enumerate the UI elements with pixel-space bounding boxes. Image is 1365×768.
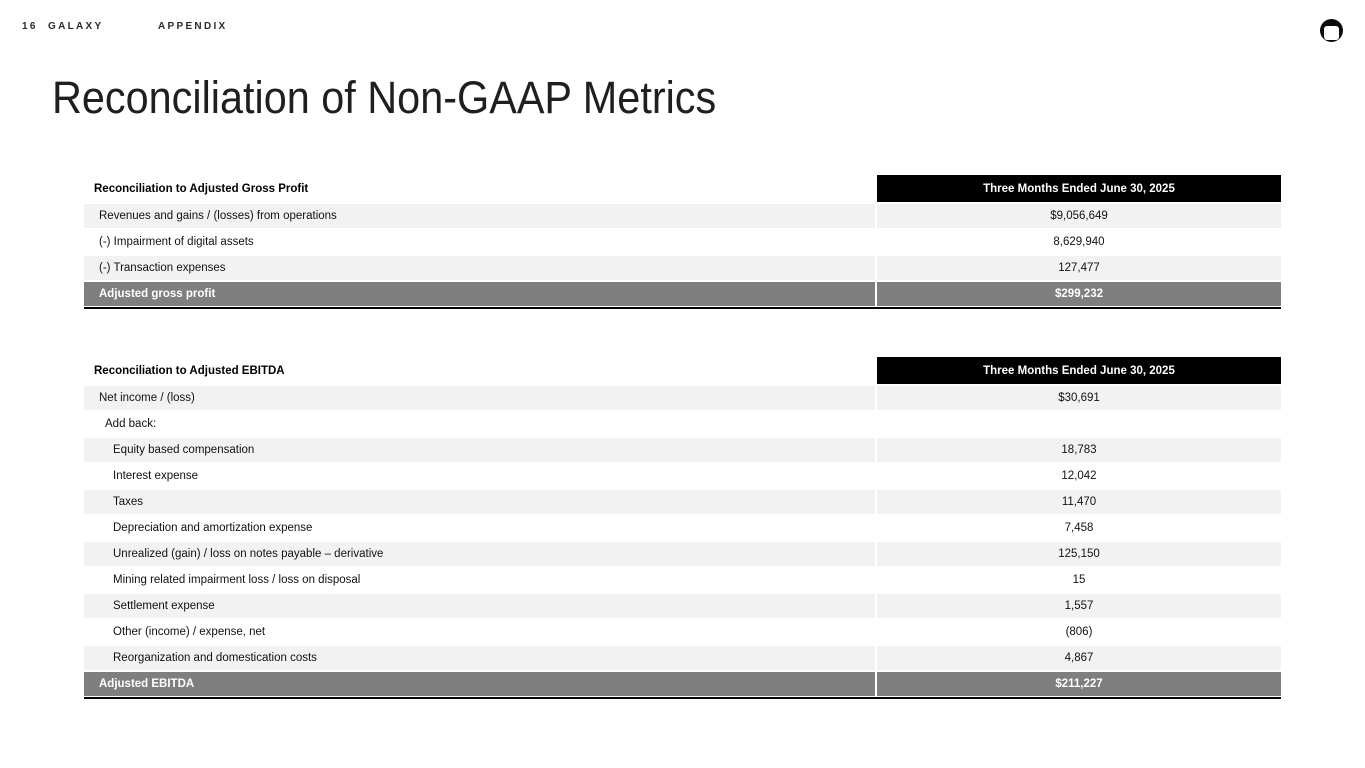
table-row: (-) Impairment of digital assets 8,629,94…: [84, 230, 1281, 254]
table-row: Unrealized (gain) / loss on notes payabl…: [84, 542, 1281, 566]
row-value: $30,691: [877, 386, 1281, 410]
row-value: 18,783: [877, 438, 1281, 462]
table-adjusted-ebitda: Reconciliation to Adjusted EBITDA Three …: [84, 357, 1281, 699]
row-label: (-) Transaction expenses: [84, 256, 875, 280]
row-label: Interest expense: [84, 464, 875, 488]
row-label: Taxes: [84, 490, 875, 514]
row-label: Settlement expense: [84, 594, 875, 618]
row-label: Unrealized (gain) / loss on notes payabl…: [84, 542, 875, 566]
table-row: Other (income) / expense, net (806): [84, 620, 1281, 644]
row-value: 12,042: [877, 464, 1281, 488]
table-row: Depreciation and amortization expense 7,4…: [84, 516, 1281, 540]
table-row: Reorganization and domestication costs 4,…: [84, 646, 1281, 670]
table-body: Revenues and gains / (losses) from opera…: [84, 204, 1281, 280]
section-label: APPENDIX: [158, 21, 228, 32]
table-title: Reconciliation to Adjusted EBITDA: [84, 357, 875, 384]
row-value: (806): [877, 620, 1281, 644]
table-row: Equity based compensation 18,783: [84, 438, 1281, 462]
table-adjusted-gross-profit: Reconciliation to Adjusted Gross Profit …: [84, 175, 1281, 309]
total-row-value: $299,232: [877, 282, 1281, 306]
galaxy-logo-icon: [1320, 19, 1343, 42]
row-label: Revenues and gains / (losses) from opera…: [84, 204, 875, 228]
table-body: Net income / (loss) $30,691 Add back: Equit…: [84, 386, 1281, 670]
page-title: Reconciliation of Non-GAAP Metrics: [52, 72, 717, 123]
row-label: Net income / (loss): [84, 386, 875, 410]
row-label: (-) Impairment of digital assets: [84, 230, 875, 254]
table-row: Add back:: [84, 412, 1281, 436]
table-row: Taxes 11,470: [84, 490, 1281, 514]
row-label: Mining related impairment loss / loss on…: [84, 568, 875, 592]
table-header-row: Reconciliation to Adjusted EBITDA Three …: [84, 357, 1281, 384]
table-header-row: Reconciliation to Adjusted Gross Profit …: [84, 175, 1281, 202]
table-row: (-) Transaction expenses 127,477: [84, 256, 1281, 280]
row-label: Other (income) / expense, net: [84, 620, 875, 644]
total-row-value: $211,227: [877, 672, 1281, 696]
table-row: Settlement expense 1,557: [84, 594, 1281, 618]
slide-number: 16: [22, 21, 38, 32]
total-row-label: Adjusted gross profit: [84, 282, 875, 306]
row-value: [877, 412, 1281, 436]
table-bottom-border: [84, 697, 1281, 699]
row-value: 4,867: [877, 646, 1281, 670]
row-value: 7,458: [877, 516, 1281, 540]
brand-name: GALAXY: [48, 21, 104, 32]
table-row: Net income / (loss) $30,691: [84, 386, 1281, 410]
table-row: Revenues and gains / (losses) from opera…: [84, 204, 1281, 228]
slide-top-bar: 16 GALAXY APPENDIX: [0, 0, 1365, 54]
total-row-label: Adjusted EBITDA: [84, 672, 875, 696]
row-label: Reorganization and domestication costs: [84, 646, 875, 670]
column-header: Three Months Ended June 30, 2025: [877, 357, 1281, 384]
table-title: Reconciliation to Adjusted Gross Profit: [84, 175, 875, 202]
row-value: 15: [877, 568, 1281, 592]
row-value: 125,150: [877, 542, 1281, 566]
row-value: 11,470: [877, 490, 1281, 514]
row-value: $9,056,649: [877, 204, 1281, 228]
column-header: Three Months Ended June 30, 2025: [877, 175, 1281, 202]
table-row: Mining related impairment loss / loss on…: [84, 568, 1281, 592]
total-row: Adjusted EBITDA $211,227: [84, 672, 1281, 696]
row-label: Depreciation and amortization expense: [84, 516, 875, 540]
row-value: 127,477: [877, 256, 1281, 280]
row-label: Equity based compensation: [84, 438, 875, 462]
total-row: Adjusted gross profit $299,232: [84, 282, 1281, 306]
table-bottom-border: [84, 307, 1281, 309]
row-value: 1,557: [877, 594, 1281, 618]
row-label: Add back:: [84, 412, 875, 436]
table-row: Interest expense 12,042: [84, 464, 1281, 488]
row-value: 8,629,940: [877, 230, 1281, 254]
